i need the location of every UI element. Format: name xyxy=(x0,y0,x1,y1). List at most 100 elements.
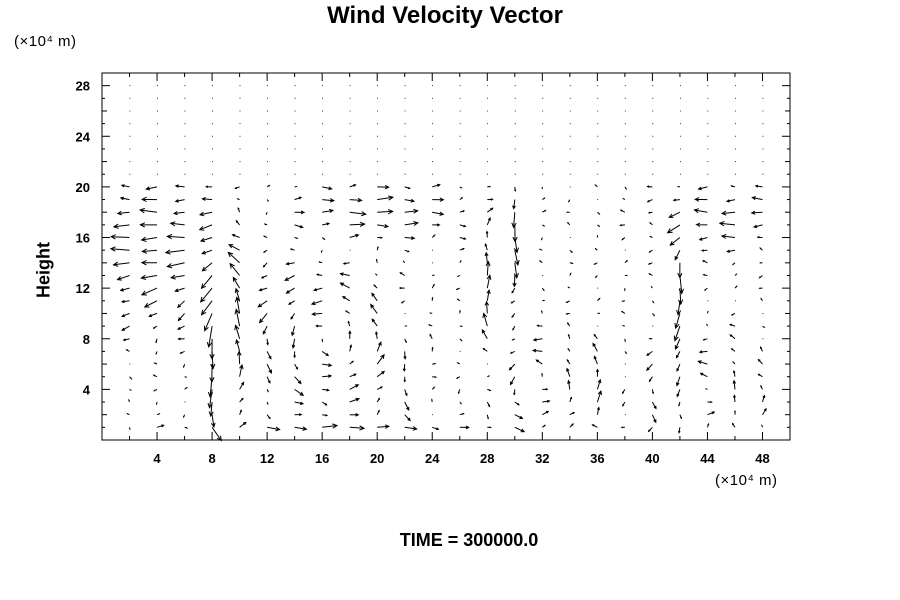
vector-arrow xyxy=(459,412,465,416)
x-unit-label: (×10⁴ m) xyxy=(715,472,778,489)
x-tick-label: 48 xyxy=(755,451,769,466)
vector-arrow xyxy=(370,303,378,314)
vector-arrow xyxy=(542,209,547,213)
vector-arrow xyxy=(459,237,467,240)
vector-arrow xyxy=(432,211,445,216)
vector-arrow xyxy=(487,198,494,201)
vector-arrow xyxy=(699,372,708,378)
vector-arrow xyxy=(486,401,491,408)
x-tick-label: 8 xyxy=(208,451,215,466)
vector-arrow xyxy=(675,351,681,359)
vector-arrow xyxy=(266,363,272,375)
vector-arrow xyxy=(514,401,520,406)
y-unit-label: (×10⁴ m) xyxy=(14,33,77,50)
vector-arrow xyxy=(152,374,158,378)
vector-arrow xyxy=(198,224,213,231)
vector-arrow xyxy=(399,272,405,276)
vector-arrow xyxy=(400,300,405,304)
vector-arrow xyxy=(535,359,543,365)
vector-arrow xyxy=(514,250,520,267)
vector-arrow xyxy=(704,287,708,291)
vector-arrow xyxy=(762,407,767,415)
vector-arrow xyxy=(404,249,410,253)
vector-arrow xyxy=(484,251,489,263)
vector-arrow xyxy=(673,325,681,342)
vector-arrow xyxy=(459,338,463,342)
vector-arrow xyxy=(706,422,710,428)
vector-arrow xyxy=(754,184,763,188)
vector-arrow xyxy=(646,185,653,188)
vector-arrow xyxy=(734,273,738,276)
vector-arrow xyxy=(183,414,186,419)
vector-arrow xyxy=(674,313,681,330)
vector-arrow xyxy=(140,196,158,203)
y-tick-label: 4 xyxy=(83,382,91,397)
vector-arrow xyxy=(376,386,383,390)
vector-arrow xyxy=(156,413,161,416)
vector-arrow xyxy=(294,401,305,405)
y-tick-label: 16 xyxy=(76,231,90,246)
vector-arrow xyxy=(294,185,298,188)
y-tick-label: 28 xyxy=(76,79,90,94)
vector-arrow xyxy=(569,411,576,416)
vector-arrow xyxy=(706,323,708,327)
vector-arrow xyxy=(459,425,470,430)
x-tick-label: 24 xyxy=(425,451,440,466)
vector-arrow xyxy=(403,351,407,360)
y-tick-label: 24 xyxy=(76,129,91,144)
vector-arrow xyxy=(697,360,708,365)
vector-arrow xyxy=(201,197,213,201)
vector-arrow xyxy=(231,234,240,238)
vector-arrow xyxy=(322,414,329,417)
vector-arrow xyxy=(376,353,385,365)
vector-arrow xyxy=(404,426,418,431)
vector-arrow xyxy=(536,324,543,327)
vector-arrow xyxy=(349,221,366,227)
vector-arrow xyxy=(459,259,462,264)
vector-arrow xyxy=(542,388,549,391)
vector-arrow xyxy=(542,424,546,428)
vector-arrow xyxy=(669,237,681,246)
vector-arrow xyxy=(539,260,543,264)
vector-arrow xyxy=(568,199,571,203)
vector-arrow xyxy=(429,333,433,340)
vector-arrow xyxy=(720,210,736,216)
vector-field xyxy=(109,85,767,442)
vector-arrow xyxy=(707,411,716,416)
vector-arrow xyxy=(120,299,130,304)
vector-arrow xyxy=(207,389,213,409)
vector-arrow xyxy=(404,389,408,397)
vector-arrow xyxy=(266,401,269,406)
vector-arrow xyxy=(620,310,626,314)
vector-arrow xyxy=(404,401,410,412)
vector-arrow xyxy=(294,224,304,229)
vector-arrow xyxy=(649,236,653,238)
vector-arrow xyxy=(431,296,434,301)
vector-arrow xyxy=(377,184,390,190)
vector-arrow xyxy=(542,224,546,227)
vector-arrow xyxy=(567,286,571,289)
vector-arrow xyxy=(694,197,708,202)
vector-arrow xyxy=(567,347,571,352)
vector-arrow xyxy=(652,313,656,317)
vector-arrow xyxy=(153,388,158,392)
vector-arrow xyxy=(237,207,241,213)
vector-arrow xyxy=(756,236,763,239)
vector-arrow xyxy=(569,249,573,254)
vector-arrow xyxy=(128,398,130,403)
vector-arrow xyxy=(541,310,543,314)
vector-arrow xyxy=(294,363,299,370)
vector-arrow xyxy=(375,330,378,339)
vector-arrow xyxy=(457,389,461,395)
vector-arrow xyxy=(341,295,350,302)
vector-arrow xyxy=(156,424,165,428)
vector-arrow xyxy=(322,374,333,378)
vector-arrow xyxy=(404,338,407,344)
vector-arrow xyxy=(757,373,763,378)
vector-arrow xyxy=(566,211,570,214)
vector-arrow xyxy=(732,360,736,365)
vector-arrow xyxy=(294,426,308,431)
vector-arrow xyxy=(487,207,494,213)
vector-arrow xyxy=(145,186,158,191)
